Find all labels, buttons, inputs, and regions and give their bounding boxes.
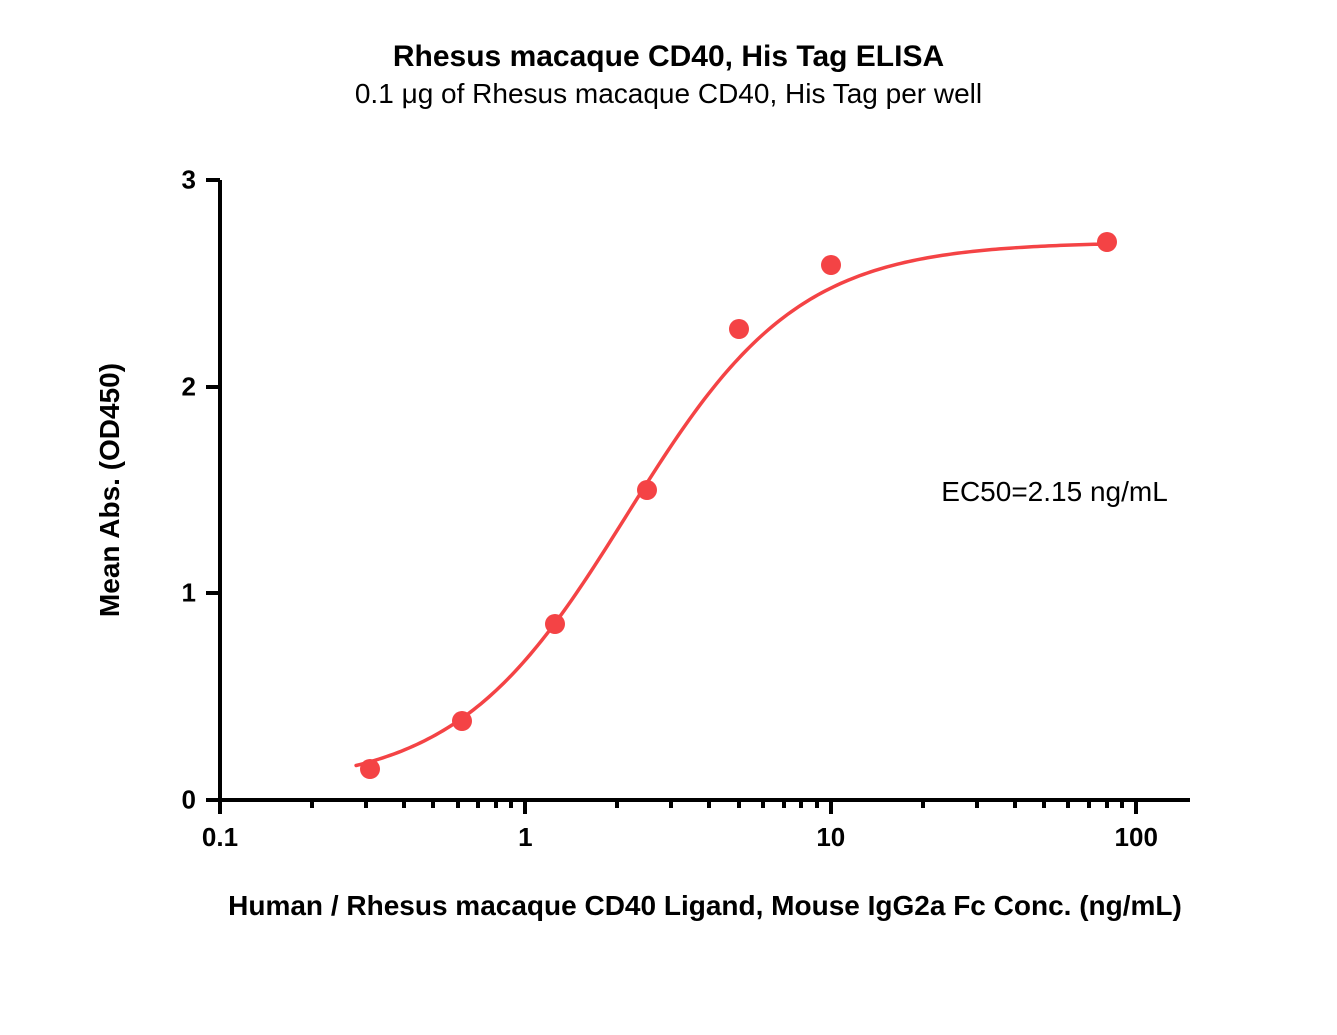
x-minor-tick — [737, 800, 741, 808]
y-tick-label: 2 — [136, 371, 196, 402]
x-minor-tick — [1120, 800, 1124, 808]
x-minor-tick — [1042, 800, 1046, 808]
x-minor-tick — [476, 800, 480, 808]
data-point — [452, 711, 472, 731]
y-tick — [206, 178, 220, 182]
x-tick — [523, 800, 527, 814]
data-point — [360, 759, 380, 779]
x-minor-tick — [431, 800, 435, 808]
chart-title-sub: 0.1 μg of Rhesus macaque CD40, His Tag p… — [0, 78, 1337, 110]
x-minor-tick — [815, 800, 819, 808]
x-minor-tick — [456, 800, 460, 808]
x-minor-tick — [364, 800, 368, 808]
data-point — [1097, 232, 1117, 252]
x-tick-label: 100 — [1115, 822, 1158, 853]
data-point — [729, 319, 749, 339]
y-axis-label: Mean Abs. (OD450) — [94, 363, 126, 617]
x-minor-tick — [799, 800, 803, 808]
y-tick — [206, 385, 220, 389]
data-point — [637, 480, 657, 500]
y-tick-label: 0 — [136, 785, 196, 816]
x-tick — [829, 800, 833, 814]
chart-title-main: Rhesus macaque CD40, His Tag ELISA — [0, 40, 1337, 74]
x-minor-tick — [1013, 800, 1017, 808]
x-tick-label: 10 — [816, 822, 845, 853]
x-minor-tick — [310, 800, 314, 808]
data-point — [821, 255, 841, 275]
x-minor-tick — [509, 800, 513, 808]
y-tick-label: 3 — [136, 165, 196, 196]
x-minor-tick — [782, 800, 786, 808]
x-minor-tick — [615, 800, 619, 808]
x-tick — [1134, 800, 1138, 814]
y-tick-label: 1 — [136, 578, 196, 609]
x-minor-tick — [761, 800, 765, 808]
x-minor-tick — [402, 800, 406, 808]
plot-area: 01230.1110100EC50=2.15 ng/mL — [220, 180, 1190, 800]
x-minor-tick — [975, 800, 979, 808]
x-minor-tick — [669, 800, 673, 808]
x-minor-tick — [921, 800, 925, 808]
x-minor-tick — [1087, 800, 1091, 808]
x-minor-tick — [1105, 800, 1109, 808]
ec50-annotation: EC50=2.15 ng/mL — [941, 476, 1168, 508]
x-minor-tick — [707, 800, 711, 808]
x-tick-label: 0.1 — [202, 822, 238, 853]
chart-container: Rhesus macaque CD40, His Tag ELISA 0.1 μ… — [0, 0, 1337, 1035]
x-tick — [218, 800, 222, 814]
y-tick — [206, 591, 220, 595]
data-point — [545, 614, 565, 634]
title-block: Rhesus macaque CD40, His Tag ELISA 0.1 μ… — [0, 40, 1337, 110]
x-axis-label: Human / Rhesus macaque CD40 Ligand, Mous… — [228, 890, 1182, 922]
x-minor-tick — [1066, 800, 1070, 808]
x-minor-tick — [494, 800, 498, 808]
x-tick-label: 1 — [518, 822, 532, 853]
